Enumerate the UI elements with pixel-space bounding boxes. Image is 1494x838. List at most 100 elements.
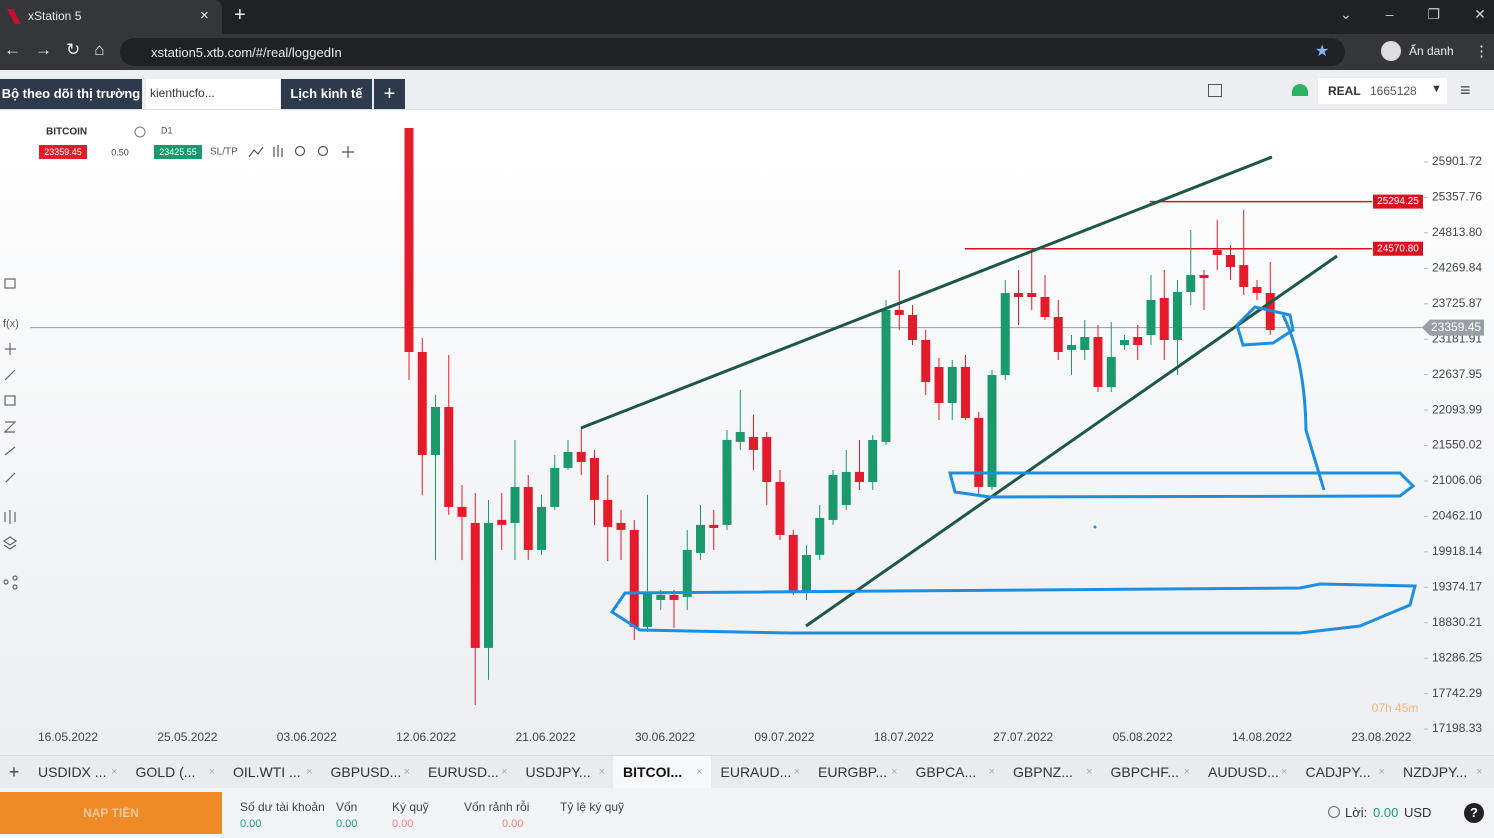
new-tab[interactable]: + <box>234 4 246 26</box>
candle-body <box>576 451 586 462</box>
candle-body <box>735 431 745 442</box>
candle-body <box>722 439 732 525</box>
nav-buttons[interactable]: ←→↻⌂ <box>4 40 119 59</box>
chart: 25901.72 25357.76 24813.80 24269.84 23725.87… <box>0 110 1494 755</box>
x-tick-label: 25.05.2022 <box>157 730 217 744</box>
instrument-tab[interactable]: GBPCA... × <box>906 756 1004 789</box>
instrument-tab[interactable]: GBPUSD... × <box>321 756 419 789</box>
candle-body <box>961 366 970 418</box>
close-instrument[interactable]: × <box>1476 765 1483 778</box>
instrument-tab[interactable]: CADJPY... × <box>1296 756 1394 789</box>
close-instrument[interactable]: × <box>988 765 995 778</box>
candle-body <box>1212 250 1222 255</box>
candle-body <box>1173 291 1182 340</box>
help[interactable]: ? <box>1464 803 1484 823</box>
close-instrument[interactable]: × <box>501 765 508 778</box>
chart-background <box>0 110 1494 755</box>
instrument-tab[interactable]: GBPCHF... × <box>1101 756 1199 789</box>
candle-body <box>1133 336 1143 346</box>
trend-line <box>805 254 1338 628</box>
instrument-tab-label: BITCOI... <box>623 763 683 780</box>
close-instrument[interactable]: × <box>208 765 215 778</box>
field-label: Tỷ lệ ký quỹ <box>560 800 625 814</box>
add-instrument[interactable]: + <box>8 761 20 782</box>
layout-icon[interactable] <box>1208 84 1222 97</box>
field-label: Ký quỹ <box>392 800 429 814</box>
candle-body <box>669 594 679 600</box>
close-tab[interactable]: × <box>200 7 209 24</box>
browser-tab[interactable]: xStation 5 × <box>0 0 222 34</box>
x-tick-label: 12.06.2022 <box>396 730 456 744</box>
app-tab[interactable]: kienthucfo... <box>146 79 280 109</box>
close-instrument[interactable]: × <box>1086 765 1093 778</box>
close-instrument[interactable]: × <box>793 765 800 778</box>
instrument-tab[interactable]: NZDJPY... × <box>1393 756 1491 789</box>
profile[interactable]: Ẩn danh <box>1409 44 1454 58</box>
candle-body <box>788 534 798 592</box>
y-tick-label: 23725.87 <box>1432 296 1482 310</box>
account-type: REAL <box>1328 84 1361 98</box>
x-tick-label: 21.06.2022 <box>516 730 576 744</box>
close-instrument[interactable]: × <box>891 765 898 778</box>
instrument-tab[interactable]: GBPNZ... × <box>1003 756 1101 789</box>
chart-tools[interactable] <box>248 145 354 158</box>
close-instrument[interactable]: × <box>1281 765 1288 778</box>
instrument-tab[interactable]: USDJPY... × <box>516 756 614 789</box>
instrument-tab[interactable]: GOLD (... × <box>126 756 224 789</box>
dropdown: ▼ <box>1431 83 1442 95</box>
candle-body <box>1120 339 1129 346</box>
instrument-tab[interactable]: USDIDX ... × <box>28 756 126 789</box>
tab-title: xStation 5 <box>28 9 82 23</box>
favicon <box>7 9 21 24</box>
candle-body <box>616 522 626 530</box>
candle-body <box>537 506 546 550</box>
sl-tp[interactable]: SL/TP <box>210 147 238 158</box>
close-instrument[interactable]: × <box>403 765 410 778</box>
bookmark[interactable]: ★ <box>1315 43 1330 60</box>
field-value: 0.00 <box>392 818 414 830</box>
close-instrument[interactable]: × <box>598 765 605 778</box>
omnibox[interactable]: xstation5.xtb.com/#/real/loggedIn ★ <box>120 38 1345 66</box>
grid: 25901.72 25357.76 24813.80 24269.84 23725.87… <box>30 154 1484 744</box>
ask-box <box>154 145 202 159</box>
instrument-tab[interactable]: EURUSD... × <box>418 756 516 789</box>
instrument-tab[interactable]: BITCOI... × <box>613 755 711 789</box>
close-instrument[interactable]: × <box>696 765 703 778</box>
close-instrument[interactable]: × <box>1378 765 1385 778</box>
add-tab[interactable]: + <box>374 79 405 109</box>
y-tick-label: 25901.72 <box>1432 154 1482 168</box>
candle-body <box>590 457 599 500</box>
y-tick-label: 18830.21 <box>1432 615 1482 629</box>
close-instrument[interactable]: × <box>306 765 313 778</box>
menu[interactable]: ≡ <box>1460 80 1471 100</box>
window-controls[interactable]: ⌄–❐✕ <box>1340 6 1486 22</box>
candle-body <box>974 417 984 487</box>
instrument-tab[interactable]: EURGBP... × <box>808 756 906 789</box>
timer: 07h 45m <box>1372 701 1419 715</box>
instrument-tab[interactable]: OIL.WTI ... × <box>223 756 321 789</box>
y-tick-label: 22093.99 <box>1432 402 1482 416</box>
account-selector[interactable]: REAL 1665128 ▼ <box>1318 78 1447 104</box>
candle-body <box>484 522 493 648</box>
app-tab[interactable]: Lịch kinh tế <box>281 79 372 109</box>
close-instrument[interactable]: × <box>111 765 118 778</box>
candle-body <box>643 591 652 627</box>
instrument-tab-label: GBPCA... <box>915 763 977 780</box>
field-label: Số dư tài khoản <box>240 800 325 814</box>
close-instrument[interactable]: × <box>1183 765 1190 778</box>
menu[interactable]: ⋮ <box>1474 43 1489 60</box>
candle-body <box>1000 293 1010 375</box>
candle-body <box>1226 254 1235 268</box>
candle-body <box>444 406 454 507</box>
instrument-tabs: + USDIDX ... × GOLD (... × OIL.WTI ... × GBPUS… <box>0 755 1494 789</box>
last-price-label: 23359.45 <box>1431 320 1481 334</box>
app-tab[interactable]: Bộ theo dõi thị trường <box>0 79 142 109</box>
x-tick-label: 03.06.2022 <box>277 730 337 744</box>
instrument-tab-label: EURUSD... <box>428 763 499 780</box>
instrument-tab[interactable]: AUDUSD... × <box>1198 756 1296 789</box>
deposit-button[interactable]: NẠP TIỀN <box>0 792 222 834</box>
instrument-tab[interactable]: EURAUD... × <box>711 756 809 789</box>
field-label: Vốn rảnh rỗi <box>464 800 530 814</box>
price-tag <box>1373 194 1423 209</box>
candle-body <box>1199 275 1209 279</box>
